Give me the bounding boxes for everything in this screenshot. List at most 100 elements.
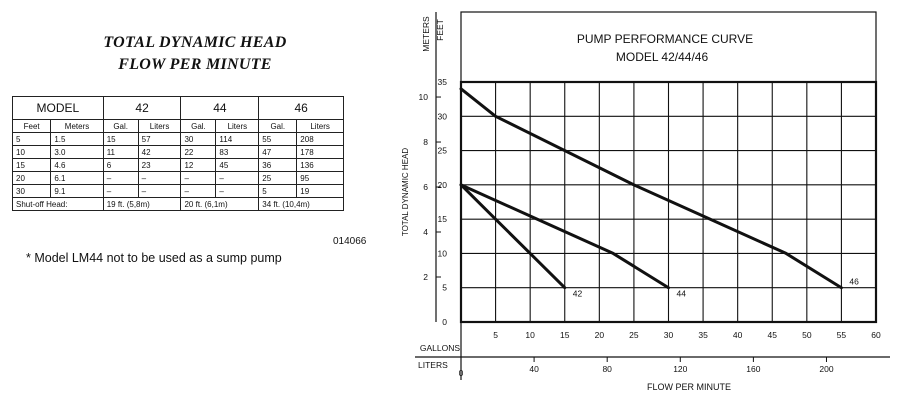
table-cell: 136 (296, 158, 344, 172)
x-tick-label: 25 (629, 330, 639, 340)
plot-frame (459, 80, 878, 324)
liters-tick-label: 40 (529, 364, 539, 374)
table-row: 10 3.0 11 42 22 83 47 178 (11, 145, 344, 159)
unit-header: Liters (137, 119, 182, 133)
table-cell: 114 (215, 132, 260, 146)
liters-tick-label: 160 (746, 364, 760, 374)
table-row: 5 1.5 15 57 30 114 55 208 (11, 132, 344, 146)
unit-header: Liters (215, 119, 260, 133)
liters-tick-label: 200 (819, 364, 833, 374)
shutoff-label: Shut-off Head: (12, 197, 104, 211)
series-label-42: 42 (573, 289, 583, 299)
table-cell: 22 (180, 145, 217, 159)
table-cell: 36 (258, 158, 298, 172)
model-44-header: 44 (180, 96, 260, 120)
model-header: MODEL (12, 96, 104, 120)
shutoff-46: 34 ft. (10,4m) (258, 197, 344, 211)
chart-subtitle: MODEL 42/44/46 (616, 50, 709, 64)
spec-panel: TOTAL DYNAMIC HEAD FLOW PER MINUTE MODEL… (0, 0, 380, 400)
x-tick-label: 30 (664, 330, 674, 340)
unit-header: Meters (50, 119, 104, 133)
unit-header: Gal. (102, 119, 139, 133)
table-cell: – (215, 171, 260, 185)
x-unit-liters: LITERS (418, 360, 448, 370)
performance-table: MODEL 42 44 46 Feet Meters Gal. Liters G… (11, 96, 344, 211)
table-cell: 47 (258, 145, 298, 159)
liters-tick-label: 120 (673, 364, 687, 374)
shutoff-44: 20 ft. (6,1m) (180, 197, 260, 211)
x-unit-gallons: GALLONS (420, 343, 460, 353)
table-cell: 42 (137, 145, 182, 159)
table-cell: – (180, 184, 217, 198)
x-tick-label: 55 (837, 330, 847, 340)
y-unit-meters: METERS (421, 16, 431, 52)
table-cell: – (102, 184, 139, 198)
table-cell: 6 (102, 158, 139, 172)
table-cell: 9.1 (50, 184, 104, 198)
y-tick-label: 20 (438, 180, 448, 190)
table-cell: 3.0 (50, 145, 104, 159)
unit-header: Gal. (258, 119, 298, 133)
y-tick-label: 25 (438, 146, 448, 156)
meters-tick-label: 6 (423, 182, 428, 192)
x-tick-label: 50 (802, 330, 812, 340)
y-tick-label: 5 (442, 283, 447, 293)
table-cell: 83 (215, 145, 260, 159)
x-tick-label: 20 (595, 330, 605, 340)
table-cell: 208 (296, 132, 344, 146)
table-cell: 4.6 (50, 158, 104, 172)
table-cell: 6.1 (50, 171, 104, 185)
table-cell: 30 (180, 132, 217, 146)
x-tick-label: 40 (733, 330, 743, 340)
table-cell: 12 (180, 158, 217, 172)
unit-header: Feet (11, 119, 52, 133)
series-line-42 (459, 183, 567, 290)
table-cell: 15 (102, 132, 139, 146)
document-code: 014066 (333, 236, 367, 247)
table-cell: 178 (296, 145, 344, 159)
series-group: 42 44 46 (459, 87, 859, 299)
table-cell: 15 (11, 158, 52, 172)
heading-line-1: TOTAL DYNAMIC HEAD (103, 34, 287, 51)
table-cell: 19 (296, 184, 344, 198)
table-cell: – (137, 171, 182, 185)
y-axis-title: TOTAL DYNAMIC HEAD (401, 148, 410, 237)
x-tick-label: 10 (525, 330, 535, 340)
model-42-header: 42 (102, 96, 182, 120)
series-label-44: 44 (677, 289, 687, 299)
chart-title: PUMP PERFORMANCE CURVE (577, 32, 753, 46)
heading-line-2: FLOW PER MINUTE (118, 56, 272, 73)
series-line-46 (459, 87, 843, 290)
table-cell: 1.5 (50, 132, 104, 146)
model-46-header: 46 (258, 96, 344, 120)
y-tick-label: 0 (442, 317, 447, 327)
table-cell: 45 (215, 158, 260, 172)
table-row: 20 6.1 – – – – 25 95 (11, 171, 344, 185)
meters-tick-label: 4 (423, 227, 428, 237)
table-cell: 25 (258, 171, 298, 185)
y-tick-label: 10 (438, 248, 448, 258)
x-tick-label: 15 (560, 330, 570, 340)
table-cell: – (102, 171, 139, 185)
title-box (460, 11, 877, 83)
series-line-44 (459, 183, 670, 290)
table-cell: 10 (11, 145, 52, 159)
table-cell: 30 (11, 184, 52, 198)
table-cell: 5 (11, 132, 52, 146)
y-tick-label: 15 (438, 214, 448, 224)
table-cell: 23 (137, 158, 182, 172)
table-row: 30 9.1 – – – – 5 19 (11, 184, 344, 198)
table-cell: – (137, 184, 182, 198)
meters-tick-label: 10 (419, 92, 429, 102)
table-cell: 11 (102, 145, 139, 159)
unit-header: Gal. (180, 119, 217, 133)
unit-header: Liters (296, 119, 344, 133)
meters-tick-label: 2 (423, 272, 428, 282)
y-tick-label: 30 (438, 111, 448, 121)
table-row: 15 4.6 6 23 12 45 36 136 (11, 158, 344, 172)
shutoff-42: 19 ft. (5,8m) (102, 197, 182, 211)
pump-performance-chart: PUMP PERFORMANCE CURVE MODEL 42/44/46 42… (401, 11, 890, 392)
table-cell: 95 (296, 171, 344, 185)
table-unit-row: Feet Meters Gal. Liters Gal. Liters Gal.… (11, 119, 344, 133)
table-cell: 5 (258, 184, 298, 198)
